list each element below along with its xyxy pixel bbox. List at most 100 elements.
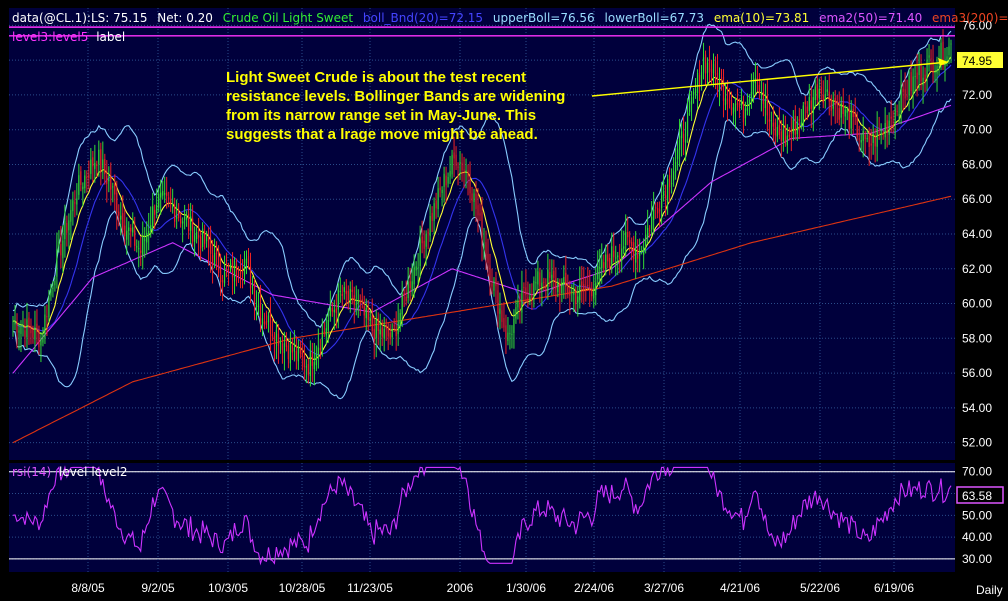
candle bbox=[571, 284, 573, 302]
candle bbox=[493, 277, 495, 297]
candle bbox=[555, 267, 557, 303]
candle bbox=[154, 204, 156, 230]
candle bbox=[670, 168, 673, 194]
candle bbox=[674, 148, 677, 180]
candle bbox=[688, 90, 691, 116]
candle bbox=[593, 274, 595, 308]
candle bbox=[363, 295, 365, 328]
annotation-text: Light Sweet Crude is about the test rece… bbox=[226, 69, 569, 143]
candle bbox=[82, 182, 84, 207]
candle bbox=[533, 276, 535, 308]
candle bbox=[299, 340, 301, 359]
rsi-header-label: rsi(14) bbox=[12, 465, 51, 479]
candle bbox=[110, 162, 112, 206]
candle bbox=[14, 304, 16, 331]
candle bbox=[760, 80, 763, 112]
candle bbox=[16, 313, 18, 349]
candle bbox=[565, 255, 567, 300]
candle bbox=[738, 98, 741, 119]
candle bbox=[38, 325, 40, 355]
candle bbox=[245, 250, 248, 275]
candle bbox=[838, 91, 840, 126]
candle bbox=[150, 206, 152, 238]
bollinger-mid-band bbox=[12, 64, 952, 356]
candle bbox=[914, 63, 916, 93]
candle bbox=[303, 344, 305, 381]
candle bbox=[371, 298, 373, 337]
candle bbox=[190, 202, 192, 244]
candle bbox=[495, 271, 497, 304]
candle bbox=[233, 257, 236, 294]
candle bbox=[144, 227, 146, 258]
candle bbox=[788, 127, 790, 141]
candle bbox=[12, 315, 14, 337]
candle bbox=[784, 115, 786, 147]
candle bbox=[625, 214, 627, 257]
candle bbox=[818, 78, 820, 110]
candle bbox=[52, 281, 54, 298]
candle bbox=[413, 254, 415, 298]
candle bbox=[106, 160, 108, 203]
candle bbox=[297, 339, 299, 370]
candle bbox=[740, 88, 743, 110]
annotation-arrow bbox=[591, 61, 949, 97]
candle bbox=[864, 130, 866, 155]
candle bbox=[766, 79, 768, 132]
candle bbox=[860, 133, 862, 152]
candle bbox=[651, 200, 653, 237]
candle bbox=[868, 127, 870, 166]
candle bbox=[259, 284, 262, 333]
header-level-suffix: label bbox=[96, 30, 125, 44]
candle bbox=[22, 310, 24, 337]
rsi-panel bbox=[9, 463, 955, 572]
candle bbox=[311, 342, 313, 383]
candle bbox=[764, 83, 766, 125]
candle bbox=[407, 267, 409, 304]
candle bbox=[168, 191, 170, 208]
candle bbox=[672, 157, 675, 187]
candle bbox=[465, 158, 467, 189]
candle bbox=[631, 237, 633, 261]
candle bbox=[567, 274, 569, 299]
candle bbox=[291, 337, 294, 361]
candle bbox=[830, 94, 832, 126]
candle bbox=[609, 253, 611, 276]
candle bbox=[812, 89, 814, 132]
date-tick-label: 10/28/05 bbox=[279, 581, 326, 595]
candle bbox=[718, 67, 721, 107]
candle bbox=[758, 73, 761, 100]
candle bbox=[349, 281, 351, 313]
candle bbox=[633, 235, 635, 273]
candle bbox=[900, 69, 902, 125]
candle bbox=[325, 314, 327, 345]
date-tick-label: 2/24/06 bbox=[574, 581, 614, 595]
candle bbox=[647, 209, 649, 244]
candle bbox=[279, 337, 282, 354]
candle bbox=[269, 297, 272, 352]
candle bbox=[816, 73, 818, 104]
candle bbox=[321, 318, 323, 357]
candle bbox=[613, 232, 615, 263]
candle bbox=[391, 323, 393, 346]
candle bbox=[339, 277, 341, 303]
candle bbox=[319, 338, 321, 359]
candle bbox=[152, 192, 154, 235]
candle bbox=[309, 340, 311, 387]
candle bbox=[393, 318, 395, 332]
candle bbox=[607, 244, 609, 269]
candle bbox=[856, 111, 858, 141]
candle bbox=[786, 124, 788, 154]
candle bbox=[445, 166, 447, 204]
rsi-grid bbox=[9, 463, 955, 572]
candle bbox=[810, 86, 812, 128]
candle bbox=[479, 203, 481, 221]
candle bbox=[659, 201, 661, 228]
rsi-tick-label: 70.00 bbox=[962, 465, 992, 479]
annotation-line-2: resistance levels. Bollinger Bands are w… bbox=[226, 88, 565, 105]
candle bbox=[80, 166, 82, 192]
candle bbox=[882, 129, 884, 140]
candle bbox=[826, 80, 828, 97]
candle bbox=[251, 275, 254, 295]
rsi-series bbox=[12, 465, 952, 566]
candle bbox=[872, 124, 874, 155]
